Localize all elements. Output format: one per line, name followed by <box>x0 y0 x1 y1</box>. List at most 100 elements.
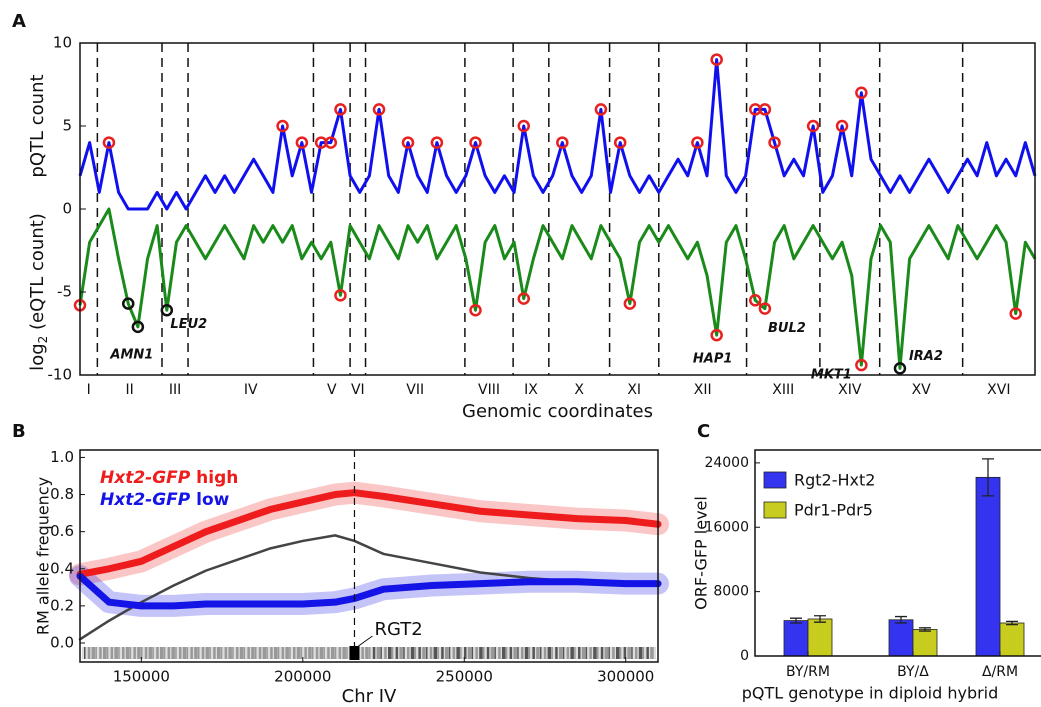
gene-stripe <box>593 647 597 659</box>
x-tick-label: 150000 <box>113 668 170 686</box>
gene-stripe <box>152 647 154 659</box>
gene-stripe <box>296 647 301 659</box>
gene-stripe <box>190 647 193 659</box>
y-tick-label: -5 <box>57 283 72 301</box>
gene-stripe <box>247 647 250 659</box>
gene-label: HAP1 <box>693 352 733 367</box>
gene-stripe <box>616 647 620 659</box>
peak-circle <box>334 103 347 116</box>
plot-frame <box>79 449 659 663</box>
y-tick-label: 8000 <box>713 584 749 600</box>
gene-stripe <box>331 647 335 659</box>
gene-stripe <box>524 647 529 659</box>
gene-stripe <box>437 647 439 659</box>
gene-stripe <box>137 647 141 659</box>
gene-stripe <box>395 647 399 659</box>
gene-stripe <box>464 647 467 659</box>
gene-stripe <box>312 647 314 659</box>
gene-stripe <box>342 647 346 659</box>
gene-stripe <box>631 647 633 659</box>
gene-stripe <box>471 647 474 659</box>
gene-stripe <box>418 647 421 659</box>
chromosome-label: V <box>327 382 337 398</box>
y-axis-label: log2 (eQTL count) <box>27 213 50 371</box>
gene-stripe <box>224 647 228 659</box>
gene-stripe <box>255 647 257 659</box>
peak-circle <box>517 292 530 305</box>
gene-stripe <box>338 647 342 659</box>
y-tick-label: 0.6 <box>50 522 74 540</box>
gene-stripe <box>274 647 278 659</box>
gene-stripe <box>201 647 205 659</box>
gene-label: AMN1 <box>109 347 153 362</box>
peak-circle <box>613 136 627 149</box>
gene-stripe <box>243 647 246 659</box>
rgt2-label: RGT2 <box>374 619 422 640</box>
gene-stripe <box>555 647 558 659</box>
x-axis-label: Genomic coordinates <box>462 401 653 422</box>
legend-part: Hxt2-GFP <box>100 468 191 488</box>
gene-stripe <box>540 647 542 659</box>
gene-stripe <box>574 647 576 659</box>
peak-circle <box>758 302 772 315</box>
gene-stripe <box>646 647 649 659</box>
legend-part: high <box>190 468 238 488</box>
chromosome-label: XI <box>627 382 641 398</box>
y-axis-label: pQTL count <box>27 74 48 177</box>
gene-stripe <box>285 647 289 659</box>
peak-circle <box>102 136 116 149</box>
y-axis-label: ORF-GFP level <box>692 496 711 610</box>
gene-stripe <box>376 647 381 659</box>
gene-stripe <box>365 647 369 659</box>
rgt2-pointer <box>358 635 373 647</box>
x-tick-label: 300000 <box>597 668 654 686</box>
gene-stripe <box>239 647 244 659</box>
bar <box>975 476 1001 657</box>
gene-stripe <box>543 647 547 659</box>
gene-stripe <box>182 647 187 659</box>
gene-stripe <box>505 647 508 659</box>
gene-stripe <box>479 647 483 659</box>
gene-stripe <box>475 647 478 659</box>
plot-frame <box>754 449 1041 657</box>
gene-stripe <box>194 647 198 659</box>
gene-stripe <box>95 647 97 659</box>
gene-stripe <box>380 647 382 659</box>
gene-stripe <box>334 647 337 659</box>
peak-circle <box>1009 307 1022 320</box>
rgt2-gene <box>349 646 360 660</box>
peak-circle <box>324 136 338 149</box>
gene-stripe <box>236 647 239 659</box>
gene-stripe <box>156 647 159 659</box>
gene-stripe <box>585 647 588 659</box>
peak-circle <box>758 103 772 116</box>
peak-circle <box>295 136 309 149</box>
gene-stripe <box>300 647 303 659</box>
gene-stripe <box>99 647 102 659</box>
peak-circle <box>276 119 289 133</box>
gene-stripe <box>369 647 371 659</box>
gene-stripe <box>452 647 456 659</box>
y-tick-label: 0.4 <box>50 559 74 577</box>
gene-stripe <box>205 647 210 659</box>
y-label-part: (eQTL count) <box>27 213 48 336</box>
gene-stripe <box>562 647 565 659</box>
y-label-part: log <box>27 343 48 370</box>
gene-stripe <box>581 647 586 659</box>
peak-circle <box>806 119 820 133</box>
gene-stripe <box>426 647 428 659</box>
chromosome-label: XVI <box>987 382 1010 398</box>
error-bar <box>919 627 931 632</box>
y-tick-label: 0.8 <box>50 485 74 503</box>
gene-stripe <box>604 647 609 659</box>
y-tick-label: 0.0 <box>50 634 74 652</box>
gene-stripe <box>209 647 211 659</box>
gene-stripe <box>141 647 143 659</box>
gene-stripe <box>528 647 531 659</box>
chromosome-label: VIII <box>478 382 500 398</box>
y-tick-label: 10 <box>53 34 72 52</box>
peak-circle <box>469 136 482 149</box>
gene-stripe <box>323 647 325 659</box>
peak-circle <box>768 136 781 149</box>
